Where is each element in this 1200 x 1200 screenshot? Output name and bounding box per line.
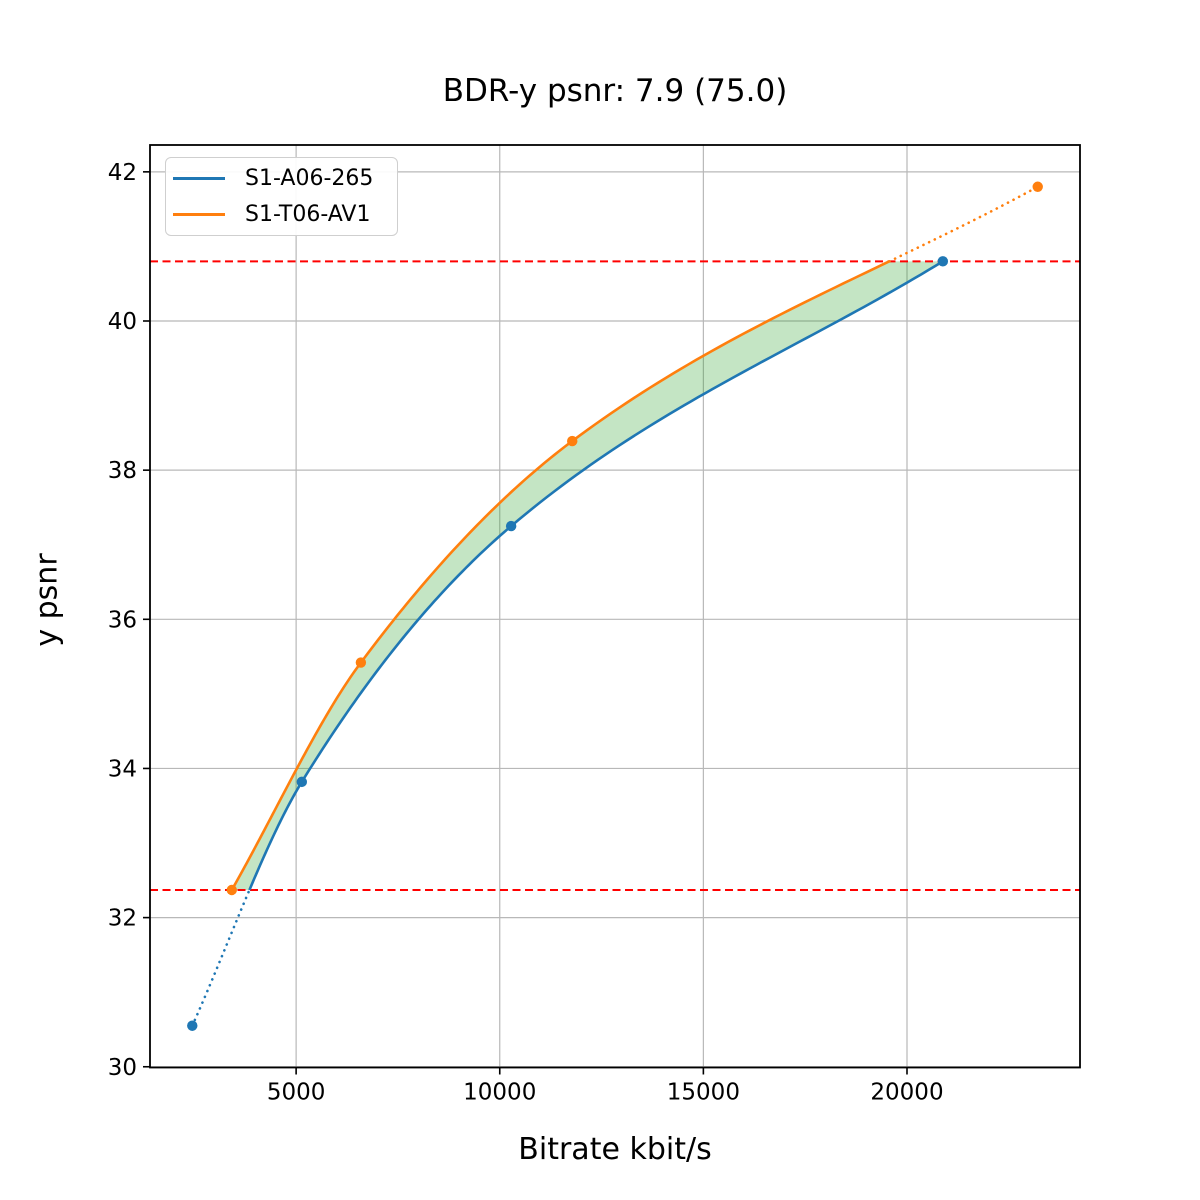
marker-s1-t06-av1-11780 bbox=[567, 435, 578, 447]
y-tick-label-38: 38 bbox=[108, 458, 137, 484]
x-tick-label-15000: 15000 bbox=[667, 1080, 740, 1106]
marker-s1-a06-265-5140 bbox=[296, 776, 308, 788]
x-tick-label-20000: 20000 bbox=[870, 1080, 943, 1106]
legend-label-s1-t06-av1: S1-T06-AV1 bbox=[245, 202, 371, 227]
legend-line-sample-orange bbox=[173, 213, 225, 216]
y-axis-title: y psnr bbox=[29, 553, 65, 647]
marker-s1-t06-av1-3420 bbox=[226, 884, 237, 896]
x-axis-title: Bitrate kbit/s bbox=[518, 1132, 712, 1167]
marker-s1-t06-av1-6590 bbox=[355, 657, 367, 668]
curve-s1-t06-av1-dotted bbox=[888, 185, 1040, 263]
chart-title: BDR-y psnr: 7.9 (75.0) bbox=[442, 73, 788, 109]
curve-s1-a06-265 bbox=[248, 260, 944, 891]
legend-line-sample-blue bbox=[173, 177, 225, 180]
marker-s1-t06-av1-23210 bbox=[1032, 181, 1043, 192]
marker-s1-a06-265-2450 bbox=[187, 1020, 198, 1031]
legend-item-s1-a06-265: S1-A06-265 bbox=[166, 161, 397, 197]
y-tick-label-34: 34 bbox=[108, 756, 137, 782]
curve-s1-t06-av1 bbox=[230, 260, 890, 891]
marker-s1-a06-265-10280 bbox=[505, 520, 517, 532]
legend: S1-A06-265 S1-T06-AV1 bbox=[165, 157, 398, 236]
bd-rate-fill-area bbox=[231, 261, 943, 891]
y-tick-label-30: 30 bbox=[108, 1055, 137, 1081]
x-tick-label-5000: 5000 bbox=[267, 1080, 326, 1106]
legend-label-s1-a06-265: S1-A06-265 bbox=[245, 166, 374, 191]
x-tick-label-10000: 10000 bbox=[463, 1080, 536, 1106]
plot-border bbox=[149, 144, 1081, 1069]
y-tick-label-42: 42 bbox=[108, 160, 137, 186]
curve-s1-a06-265-dotted bbox=[190, 888, 251, 1028]
legend-item-s1-t06-av1: S1-T06-AV1 bbox=[166, 197, 397, 233]
y-tick-label-36: 36 bbox=[108, 607, 137, 633]
y-tick-label-32: 32 bbox=[108, 906, 137, 932]
y-tick-label-40: 40 bbox=[108, 309, 137, 335]
marker-s1-a06-265-20880 bbox=[937, 256, 949, 267]
